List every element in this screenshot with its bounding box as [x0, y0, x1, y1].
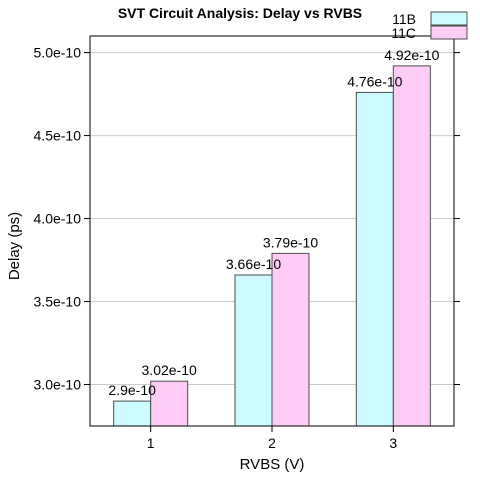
bar-11b-3 — [355, 91, 394, 427]
y-tick-label: 5.0e-10 — [34, 45, 82, 61]
chart-title: SVT Circuit Analysis: Delay vs RVBS — [118, 5, 362, 21]
bar-11c-2 — [271, 252, 310, 427]
bar-11c-3 — [392, 65, 431, 427]
data-label: 3.66e-10 — [226, 256, 281, 272]
y-axis: 3.0e-10 3.5e-10 4.0e-10 4.5e-10 5.0e-10 — [34, 45, 460, 393]
x-tick-label: 1 — [147, 435, 155, 451]
legend-swatch-11c — [430, 25, 468, 40]
bars — [113, 65, 431, 427]
data-label: 4.92e-10 — [384, 47, 439, 63]
legend-label: 11C — [391, 25, 416, 41]
data-label: 3.79e-10 — [263, 234, 318, 250]
bar-11b-2 — [234, 274, 273, 427]
y-axis-title: Delay (ps) — [6, 212, 23, 280]
x-tick-label: 3 — [389, 435, 397, 451]
x-tick-label: 2 — [268, 435, 276, 451]
legend-swatch-11b — [430, 11, 468, 26]
bar-11c-1 — [150, 380, 189, 427]
data-label: 2.9e-10 — [108, 382, 156, 398]
bar-11b-1 — [113, 400, 152, 427]
y-tick-label: 3.5e-10 — [34, 294, 82, 310]
data-label: 4.76e-10 — [347, 73, 402, 89]
x-axis: 1 2 3 — [147, 426, 397, 451]
x-axis-title: RVBS (V) — [240, 456, 305, 473]
y-tick-label: 4.5e-10 — [34, 128, 82, 144]
y-tick-label: 4.0e-10 — [34, 211, 82, 227]
legend-label: 11B — [392, 11, 416, 27]
data-labels: 2.9e-10 3.02e-10 3.66e-10 3.79e-10 4.76e-10 4… — [108, 47, 439, 398]
data-label: 3.02e-10 — [142, 362, 197, 378]
y-tick-label: 3.0e-10 — [34, 377, 82, 393]
